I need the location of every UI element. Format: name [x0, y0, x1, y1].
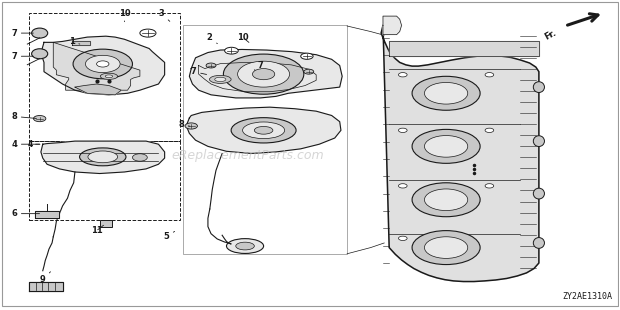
Text: 2: 2	[207, 33, 218, 44]
Circle shape	[33, 116, 46, 122]
Circle shape	[399, 128, 407, 132]
Ellipse shape	[242, 122, 285, 139]
Circle shape	[412, 129, 480, 163]
Text: 4: 4	[28, 140, 33, 149]
Bar	[183, 25, 347, 254]
Circle shape	[425, 135, 467, 157]
Circle shape	[425, 82, 467, 104]
Text: 5: 5	[164, 231, 175, 241]
Polygon shape	[189, 50, 342, 98]
Text: eReplacementParts.com: eReplacementParts.com	[172, 148, 324, 162]
Circle shape	[399, 73, 407, 77]
Ellipse shape	[231, 118, 296, 143]
Circle shape	[399, 236, 407, 241]
Circle shape	[425, 189, 467, 210]
Text: 8: 8	[179, 120, 190, 129]
Circle shape	[86, 55, 120, 73]
Text: 11: 11	[91, 225, 104, 235]
Ellipse shape	[236, 242, 254, 250]
Ellipse shape	[105, 75, 113, 78]
Text: 6: 6	[11, 209, 40, 218]
Text: Fr.: Fr.	[542, 28, 557, 42]
Circle shape	[485, 73, 494, 77]
Ellipse shape	[100, 73, 118, 79]
Circle shape	[133, 154, 148, 161]
Circle shape	[252, 69, 275, 80]
Circle shape	[97, 61, 109, 67]
Text: ZY2AE1310A: ZY2AE1310A	[562, 292, 612, 301]
Polygon shape	[186, 107, 341, 153]
Polygon shape	[41, 36, 165, 95]
Circle shape	[301, 53, 313, 59]
Text: 1: 1	[69, 37, 80, 46]
Text: 7: 7	[11, 29, 33, 38]
Ellipse shape	[79, 148, 126, 166]
Circle shape	[224, 47, 238, 54]
Text: 8: 8	[11, 112, 37, 121]
Circle shape	[73, 49, 133, 79]
Text: 7: 7	[254, 61, 264, 70]
Polygon shape	[35, 210, 60, 218]
Ellipse shape	[88, 151, 118, 163]
Text: 7: 7	[191, 67, 206, 76]
Text: 10: 10	[118, 9, 130, 22]
Polygon shape	[53, 42, 140, 90]
Polygon shape	[41, 141, 165, 174]
Text: 10: 10	[237, 33, 249, 42]
Circle shape	[140, 29, 156, 37]
Ellipse shape	[533, 188, 544, 199]
Ellipse shape	[32, 49, 48, 59]
Text: 4: 4	[11, 140, 40, 149]
Polygon shape	[389, 41, 539, 56]
Polygon shape	[75, 84, 122, 95]
Circle shape	[304, 69, 314, 74]
Polygon shape	[29, 281, 63, 291]
Circle shape	[412, 183, 480, 217]
Circle shape	[206, 63, 216, 68]
Circle shape	[425, 237, 467, 258]
Circle shape	[223, 54, 304, 94]
Ellipse shape	[533, 237, 544, 248]
Text: 9: 9	[40, 272, 50, 285]
Polygon shape	[381, 25, 539, 281]
Ellipse shape	[226, 239, 264, 254]
Circle shape	[412, 231, 480, 264]
Circle shape	[237, 61, 290, 87]
Bar	[29, 13, 180, 141]
Ellipse shape	[32, 28, 48, 38]
Bar	[29, 141, 180, 220]
Circle shape	[412, 76, 480, 110]
Circle shape	[399, 184, 407, 188]
Polygon shape	[383, 16, 402, 35]
Text: 3: 3	[159, 9, 170, 21]
Polygon shape	[72, 42, 91, 45]
Text: 7: 7	[11, 52, 33, 61]
Circle shape	[485, 184, 494, 188]
Circle shape	[485, 128, 494, 132]
Ellipse shape	[533, 82, 544, 92]
Ellipse shape	[254, 126, 273, 134]
Ellipse shape	[215, 77, 226, 82]
Circle shape	[185, 123, 197, 129]
Ellipse shape	[210, 75, 231, 83]
Ellipse shape	[533, 136, 544, 147]
